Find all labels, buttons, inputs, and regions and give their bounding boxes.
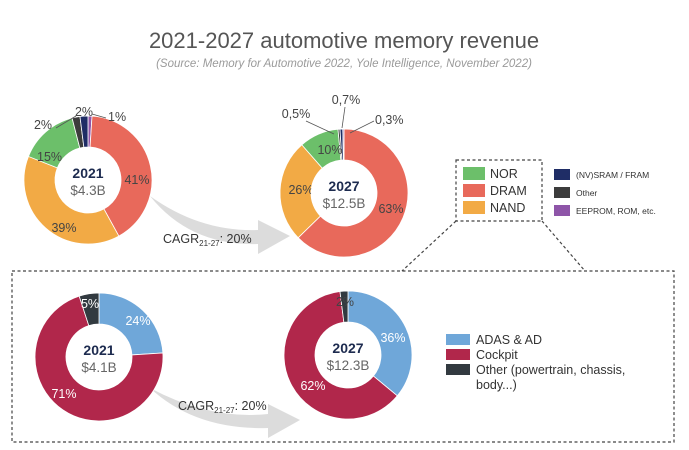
slice-label-adas-ad: 24% [125, 314, 150, 328]
donut-hole [315, 322, 381, 388]
donut-app-2027: 36% 62% 2% 2027 $12.3B [283, 290, 413, 420]
cagr-label-top: CAGR21-27: 20% [163, 232, 252, 248]
slice-label-nor: 10% [317, 143, 342, 157]
legend-swatch-adas [446, 334, 470, 345]
legend-label-dram: DRAM [490, 184, 527, 198]
tech-legend-frame [455, 159, 543, 222]
donut-app-2021: 24% 71% 5% 2021 $4.1B [34, 292, 164, 422]
donut-hole [55, 147, 121, 213]
zoom-frame [11, 159, 675, 443]
center-year: 2027 [328, 178, 359, 194]
donut-tech-2027: 63% 26% 10% 0,5% 0,7% 0,3% 2027 $12.5B [279, 93, 409, 258]
legend-swatch-other-tech [554, 187, 570, 198]
growth-arrow-icon [150, 196, 290, 254]
slice-eeprom-rom-etc [342, 128, 345, 161]
legend-label-other-app-line2: body...) [476, 378, 517, 392]
donut-hole [66, 324, 132, 390]
legend-label-other-tech: Other [576, 188, 597, 198]
leader-line-eeprom-rom-etc [91, 113, 107, 119]
slice-label-other-powertrain-chassis-body: 5% [81, 297, 99, 311]
center-year: 2021 [83, 342, 114, 358]
cagr-bottom-suffix: : 20% [235, 399, 267, 413]
cagr-arrow-top: CAGR21-27: 20% [150, 196, 290, 254]
app-legend: ADAS & AD Cockpit Other (powertrain, cha… [446, 333, 625, 392]
slice-label-cockpit: 62% [300, 379, 325, 393]
cagr-top-suffix: : 20% [220, 232, 252, 246]
center-total: $12.3B [327, 358, 370, 373]
center-year: 2021 [72, 165, 103, 181]
slice-label-nor: 15% [37, 150, 62, 164]
center-total: $4.1B [81, 360, 116, 375]
donut-hole [311, 160, 377, 226]
legend-label-nand: NAND [490, 201, 525, 215]
legend-label-cockpit: Cockpit [476, 348, 518, 362]
slice-label-nv-sram-fram: 2% [34, 118, 52, 132]
leader-line-nv-sram-fram [55, 115, 77, 129]
chart-subtitle: (Source: Memory for Automotive 2022, Yol… [156, 58, 532, 70]
slice-dram [297, 128, 409, 258]
zoom-line-left [401, 220, 457, 272]
legend-label-nvsram: (NV)SRAM / FRAM [576, 170, 649, 180]
leader-line-other [305, 120, 335, 135]
legend-label-nor: NOR [490, 167, 518, 181]
slice-label-cockpit: 71% [51, 387, 76, 401]
legend-label-other-app: Other (powertrain, chassis, [476, 363, 625, 377]
slice-label-other-powertrain-chassis-body: 2% [336, 295, 354, 309]
legend-swatch-nand [463, 201, 485, 214]
slice-label-nv-sram-fram: 0,7% [332, 93, 361, 107]
donut-tech-2021: 41% 39% 15% 2% 2% 1% 2021 $4.3B [23, 105, 153, 245]
cagr-top-sub: 21-27 [199, 239, 220, 248]
slice-label-adas-ad: 36% [380, 331, 405, 345]
leader-line-eeprom-rom-etc [349, 120, 375, 134]
slice-label-nand: 39% [51, 221, 76, 235]
cagr-top-prefix: CAGR [163, 232, 199, 246]
legend-swatch-nor [463, 167, 485, 180]
cagr-bottom-sub: 21-27 [214, 406, 235, 415]
center-year: 2027 [332, 340, 363, 356]
slice-label-nand: 26% [288, 183, 313, 197]
zoom-line-right [541, 220, 586, 272]
legend-swatch-dram [463, 184, 485, 197]
center-total: $12.5B [323, 196, 366, 211]
cagr-label-bottom: CAGR21-27: 20% [178, 399, 267, 415]
chart-title: 2021-2027 automotive memory revenue [149, 28, 539, 53]
leader-line-nv-sram-fram [341, 106, 346, 129]
center-total: $4.3B [70, 183, 105, 198]
legend-swatch-cockpit [446, 349, 470, 360]
tech-legend: NOR DRAM NAND (NV)SRAM / FRAM Other EEPR… [463, 167, 656, 216]
legend-swatch-nvsram [554, 169, 570, 180]
legend-swatch-eeprom [554, 205, 570, 216]
slice-label-dram: 41% [124, 173, 149, 187]
application-breakdown-frame [11, 270, 675, 443]
legend-label-adas: ADAS & AD [476, 333, 542, 347]
growth-arrow-icon [150, 388, 300, 438]
legend-label-eeprom: EEPROM, ROM, etc. [576, 206, 656, 216]
legend-swatch-other-app [446, 364, 470, 375]
slice-label-eeprom-rom-etc: 0,3% [375, 113, 404, 127]
slice-label-other: 2% [75, 105, 93, 119]
slice-label-dram: 63% [378, 202, 403, 216]
cagr-bottom-prefix: CAGR [178, 399, 214, 413]
cagr-arrow-bottom: CAGR21-27: 20% [150, 388, 300, 438]
slice-label-eeprom-rom-etc: 1% [108, 110, 126, 124]
slice-label-other: 0,5% [282, 107, 311, 121]
